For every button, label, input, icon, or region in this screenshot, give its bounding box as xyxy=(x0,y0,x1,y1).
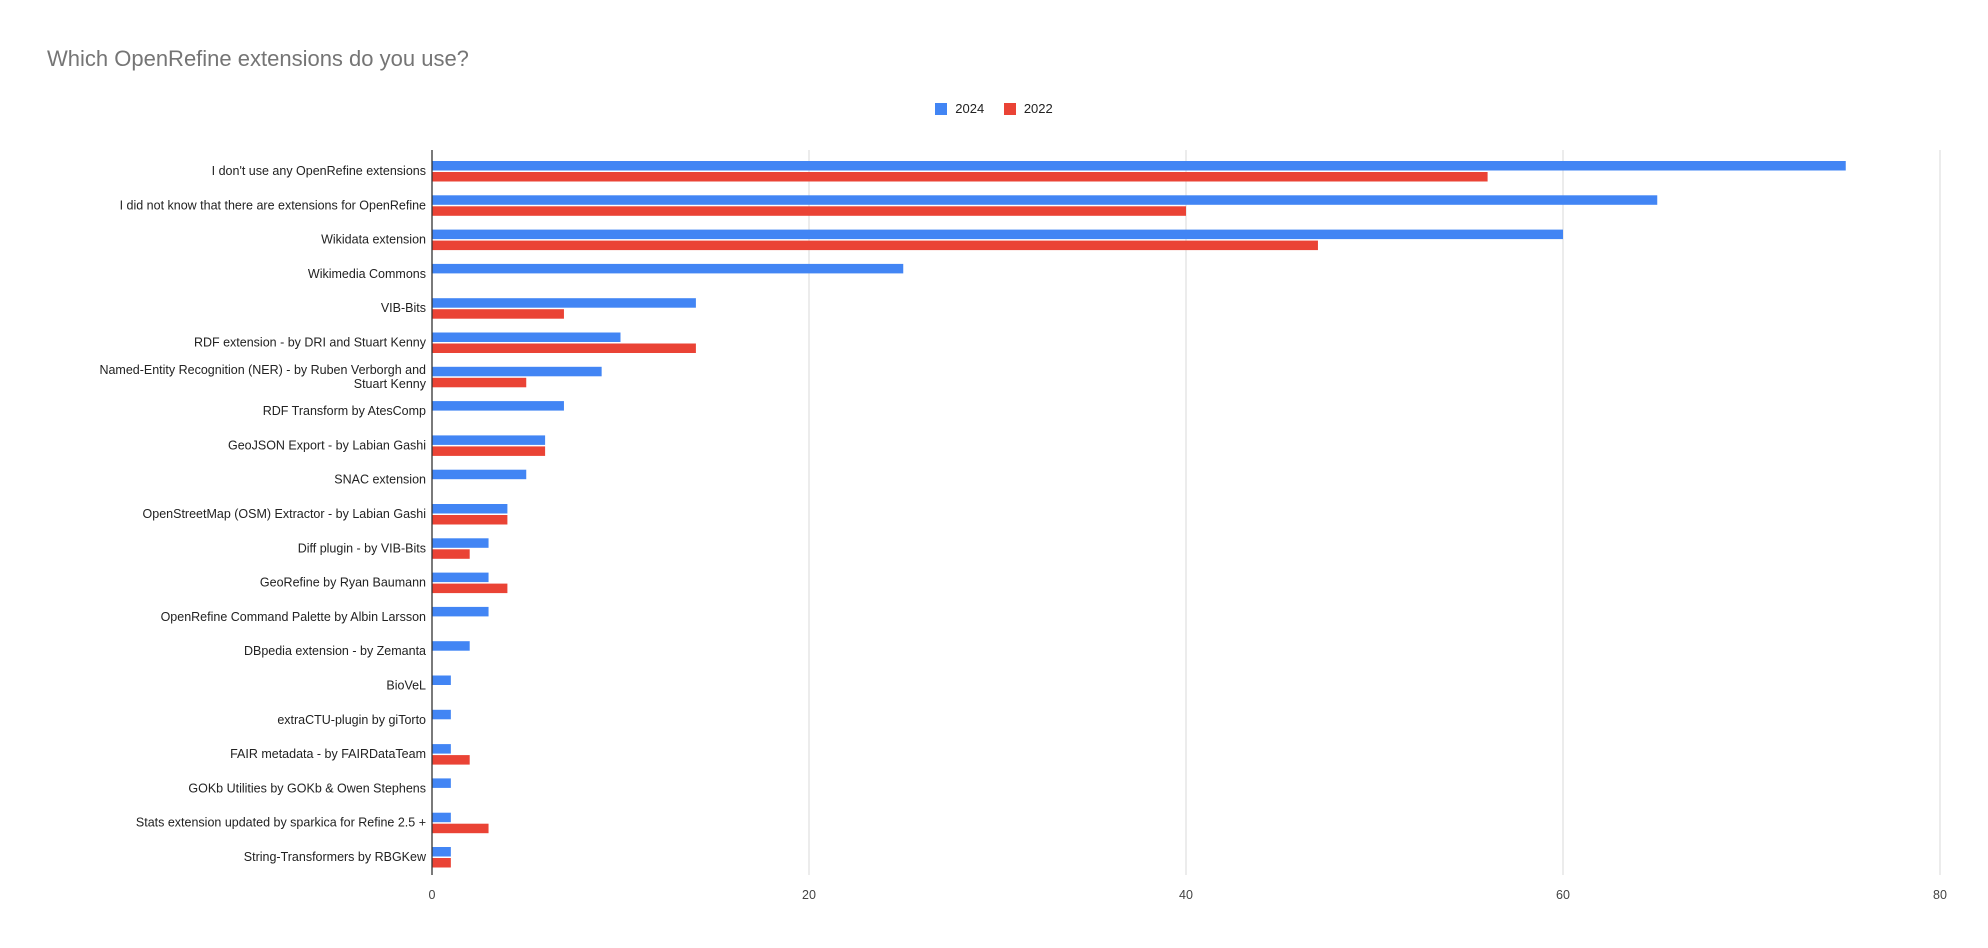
bar-2022 xyxy=(432,446,546,456)
category-label: GOKb Utilities by GOKb & Owen Stephens xyxy=(188,781,426,795)
bar-2022 xyxy=(432,515,508,525)
bar-2022 xyxy=(432,172,1488,182)
bar-2022 xyxy=(432,377,527,388)
category-label: extraCTU-plugin by giTorto xyxy=(277,713,426,727)
category-label: Wikimedia Commons xyxy=(308,267,426,281)
legend-label: 2022 xyxy=(1023,101,1053,116)
bar-2024 xyxy=(432,675,451,685)
bar-2022 xyxy=(432,240,1318,251)
category-label: I don't use any OpenRefine extensions xyxy=(212,164,426,178)
legend-swatch xyxy=(935,102,948,115)
bar-2024 xyxy=(432,161,1846,171)
category-label: String-Transformers by RBGKew xyxy=(244,850,427,864)
legend-swatch xyxy=(1003,102,1016,115)
x-tick-label: 60 xyxy=(1556,888,1570,902)
category-label: Wikidata extension xyxy=(321,233,426,247)
category-label: VIB-Bits xyxy=(381,301,426,315)
category-label: OpenRefine Command Palette by Albin Lars… xyxy=(161,610,426,624)
category-label: DBpedia extension - by Zemanta xyxy=(244,644,426,658)
bar-2024 xyxy=(432,504,508,514)
bar-2022 xyxy=(432,858,451,868)
bar-2024 xyxy=(432,401,564,411)
category-label: I did not know that there are extensions… xyxy=(120,198,426,212)
category-label: FAIR metadata - by FAIRDataTeam xyxy=(230,747,426,761)
legend: 2024 2022 xyxy=(0,101,1988,118)
category-label: Named-Entity Recognition (NER) - by Rube… xyxy=(99,363,426,391)
category-label: SNAC extension xyxy=(334,473,426,487)
category-label: BioVeL xyxy=(386,679,426,693)
bar-2024 xyxy=(432,298,696,308)
legend-item-2024: 2024 xyxy=(935,101,984,116)
category-label: Stats extension updated by sparkica for … xyxy=(136,816,426,830)
bar-2024 xyxy=(432,847,451,857)
category-label: RDF Transform by AtesComp xyxy=(263,404,426,418)
chart-title: Which OpenRefine extensions do you use? xyxy=(47,46,469,71)
bar-2022 xyxy=(432,583,508,594)
bar-2022 xyxy=(432,755,470,765)
bar-2024 xyxy=(432,538,489,548)
x-tick-label: 0 xyxy=(429,888,436,902)
category-label: OpenStreetMap (OSM) Extractor - by Labia… xyxy=(143,507,426,521)
bar-2022 xyxy=(432,343,696,353)
bar-2024 xyxy=(432,195,1658,205)
bar-2024 xyxy=(432,435,546,445)
bar-2024 xyxy=(432,812,451,823)
bar-2024 xyxy=(432,641,470,651)
x-tick-label: 40 xyxy=(1179,888,1193,902)
bar-2022 xyxy=(432,823,489,834)
bar-2022 xyxy=(432,309,564,319)
bar-2024 xyxy=(432,229,1563,240)
bar-2024 xyxy=(432,263,904,274)
bar-2024 xyxy=(432,606,489,617)
category-label: GeoRefine by Ryan Baumann xyxy=(260,576,426,590)
x-tick-label: 80 xyxy=(1933,888,1947,902)
category-label: Diff plugin - by VIB-Bits xyxy=(298,541,426,555)
bar-2022 xyxy=(432,206,1186,216)
category-label: GeoJSON Export - by Labian Gashi xyxy=(228,438,426,452)
bar-2024 xyxy=(432,744,451,754)
bar-2024 xyxy=(432,332,621,342)
bar-2024 xyxy=(432,469,527,480)
bar-2024 xyxy=(432,366,602,377)
bar-2024 xyxy=(432,572,489,583)
bar-2024 xyxy=(432,778,451,788)
bar-2022 xyxy=(432,549,470,559)
legend-item-2022: 2022 xyxy=(1003,101,1053,116)
bar-2024 xyxy=(432,709,451,720)
legend-label: 2024 xyxy=(955,101,985,116)
category-label: RDF extension - by DRI and Stuart Kenny xyxy=(194,336,427,350)
x-tick-label: 20 xyxy=(802,888,816,902)
